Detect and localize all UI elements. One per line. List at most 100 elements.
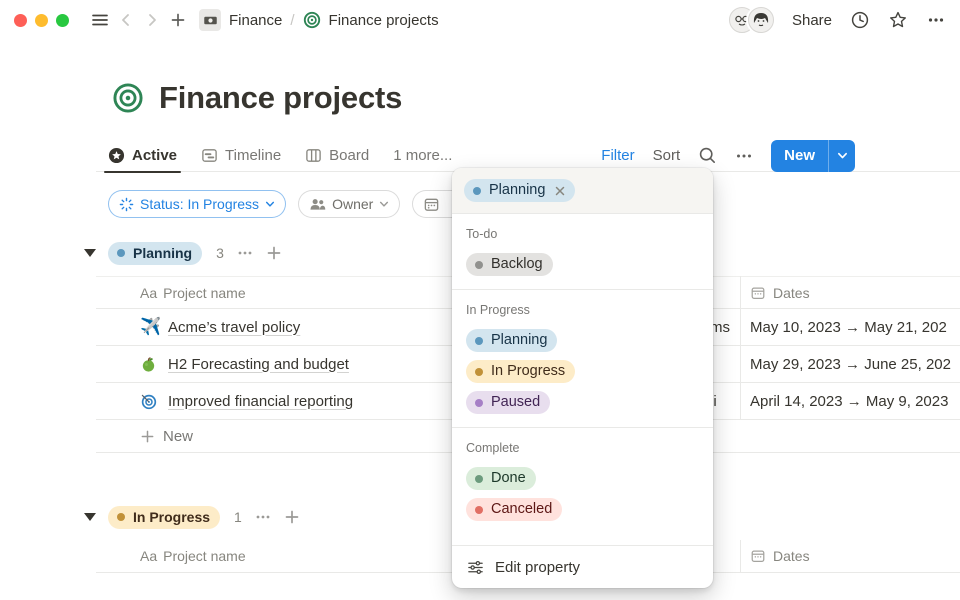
column-dates[interactable]: Dates (773, 284, 810, 301)
status-filter-label: Status: In Progress (140, 196, 260, 212)
collapse-triangle-icon[interactable] (84, 513, 96, 521)
minimize-window-button[interactable] (35, 13, 48, 27)
close-window-button[interactable] (14, 13, 27, 27)
option-label: Canceled (491, 501, 553, 517)
tab-active[interactable]: Active (103, 139, 182, 173)
dates-cell[interactable]: April 14, 2023 → May 9, 2023 (750, 392, 949, 410)
collaborator-avatars (728, 7, 774, 33)
selected-tag-planning[interactable]: Planning (464, 179, 576, 202)
page-header: Finance projects (112, 80, 402, 116)
group-count: 1 (234, 509, 242, 525)
dates-cell[interactable]: May 29, 2023 → June 25, 202 (750, 355, 951, 373)
topbar: Finance / Finance projects Share (0, 0, 960, 40)
option-done[interactable]: Done (466, 467, 699, 490)
row-title[interactable]: Improved financial reporting (168, 392, 354, 410)
group-header-planning: Planning 3 (84, 240, 282, 266)
group-add-icon[interactable] (266, 245, 282, 261)
window-controls (14, 13, 69, 27)
favorite-star-icon[interactable] (888, 10, 908, 30)
avatar[interactable] (747, 7, 774, 33)
new-dropdown-chevron-icon[interactable] (828, 139, 855, 172)
dropdown-selected-area: Planning (452, 168, 713, 214)
status-burst-icon (119, 197, 134, 212)
filter-button[interactable]: Filter (601, 147, 635, 164)
column-project-name[interactable]: Project name (163, 284, 246, 301)
status-filter-chip[interactable]: Status: In Progress (108, 190, 287, 218)
row-title[interactable]: Acme’s travel policy (168, 318, 301, 336)
option-planning[interactable]: Planning (466, 329, 699, 352)
new-button[interactable]: New (771, 139, 855, 172)
page-icon-target[interactable] (112, 82, 144, 114)
owner-cell-fragment: li (710, 392, 717, 410)
share-button[interactable]: Share (791, 11, 832, 29)
option-label: Done (491, 470, 526, 486)
dates-cell[interactable]: May 10, 2023 → May 21, 202 (750, 318, 947, 336)
column-dates[interactable]: Dates (773, 548, 810, 564)
column-type-aa: Aa (140, 548, 158, 564)
airplane-icon: ✈️ (140, 317, 162, 336)
sidebar-menu-icon[interactable] (87, 7, 113, 33)
back-icon[interactable] (113, 7, 139, 33)
breadcrumb-parent[interactable]: Finance (229, 11, 283, 29)
edit-property-button[interactable]: Edit property (452, 545, 713, 588)
owner-filter-chip[interactable]: Owner (298, 190, 401, 218)
status-dot (117, 249, 125, 257)
view-options-icon[interactable] (735, 147, 753, 165)
option-label: Planning (491, 332, 548, 348)
group-name: Planning (133, 244, 193, 261)
more-options-icon[interactable] (926, 10, 946, 30)
apple-icon (140, 346, 157, 382)
tab-label: Active (132, 147, 178, 164)
updates-clock-icon[interactable] (850, 10, 870, 30)
option-in-progress[interactable]: In Progress (466, 360, 699, 383)
breadcrumb-separator: / (290, 11, 295, 29)
new-button-label[interactable]: New (784, 147, 815, 164)
group-pill-in-progress[interactable]: In Progress (108, 505, 221, 529)
section-title: Complete (466, 441, 520, 455)
section-title: In Progress (466, 303, 530, 317)
add-new-row-button[interactable]: New (140, 420, 193, 452)
group-add-icon[interactable] (284, 509, 300, 525)
group-more-icon[interactable] (236, 244, 254, 262)
tab-label: Board (329, 147, 370, 164)
owner-cell-fragment: ms (710, 318, 730, 336)
breadcrumb-current[interactable]: Finance projects (328, 11, 439, 29)
status-dot (475, 336, 483, 345)
option-backlog[interactable]: Backlog (466, 253, 699, 276)
group-count: 3 (216, 245, 224, 261)
option-label: In Progress (491, 363, 566, 379)
column-project-name[interactable]: Project name (163, 548, 246, 564)
row-title[interactable]: H2 Forecasting and budget (168, 355, 349, 373)
group-pill-planning[interactable]: Planning (108, 241, 203, 265)
breadcrumb: Finance / Finance projects (199, 9, 439, 31)
more-views-button[interactable]: 1 more... (393, 147, 453, 164)
page-title: Finance projects (159, 80, 403, 115)
forward-icon[interactable] (139, 7, 165, 33)
edit-property-label: Edit property (495, 558, 581, 576)
tab-timeline[interactable]: Timeline (201, 139, 281, 172)
collapse-triangle-icon[interactable] (84, 249, 96, 257)
status-dot (473, 186, 481, 195)
option-label: Paused (491, 394, 541, 410)
group-name: In Progress (133, 508, 211, 525)
status-dot (475, 398, 483, 407)
section-title: To-do (466, 227, 498, 241)
timeline-icon (201, 147, 218, 164)
sort-button[interactable]: Sort (652, 147, 681, 164)
new-page-icon[interactable] (165, 7, 191, 33)
zoom-window-button[interactable] (56, 13, 69, 27)
view-toolbar: Active Timeline Board 1 more... Filter S… (96, 139, 960, 173)
calendar-icon (750, 548, 766, 564)
option-paused[interactable]: Paused (466, 391, 699, 414)
group-more-icon[interactable] (254, 508, 272, 526)
page-target-icon (303, 11, 321, 29)
new-row-label: New (163, 427, 194, 445)
search-icon[interactable] (698, 146, 717, 165)
chevron-down-icon (266, 201, 275, 207)
column-type-aa: Aa (140, 284, 158, 301)
tab-board[interactable]: Board (305, 139, 369, 172)
remove-tag-icon[interactable] (555, 186, 565, 196)
sliders-icon (467, 559, 484, 576)
option-canceled[interactable]: Canceled (466, 498, 699, 521)
filter-bar: Status: In Progress Owner (108, 190, 484, 218)
